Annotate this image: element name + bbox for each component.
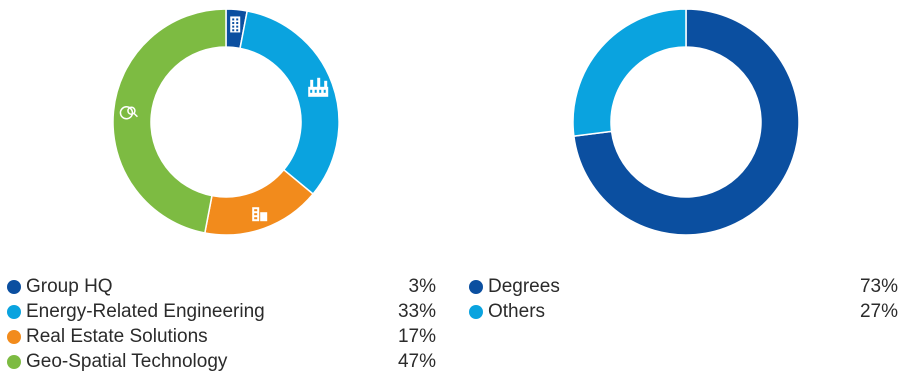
- legend-value: 17%: [397, 326, 436, 347]
- donut-slice-geo-spatial-technology: [112, 8, 227, 234]
- legend-label: Group HQ: [26, 276, 113, 297]
- segment-donut-chart: [112, 8, 340, 236]
- legend-dot: [7, 280, 21, 294]
- segment-legend: Group HQ 3% Energy-Related Engineering 3…: [6, 274, 436, 374]
- office-building-icon: [230, 16, 241, 33]
- legend-label: Real Estate Solutions: [26, 326, 208, 347]
- legend-value: 73%: [859, 276, 898, 297]
- legend-item-degrees: Degrees 73%: [468, 274, 898, 299]
- legend-label: Energy-Related Engineering: [26, 301, 265, 322]
- legend-label: Geo-Spatial Technology: [26, 351, 228, 372]
- legend-label: Others: [488, 301, 546, 322]
- industrial-plant-icon: [308, 77, 329, 97]
- legend-dot: [469, 280, 483, 294]
- legend-value: 47%: [397, 351, 436, 372]
- legend-value: 3%: [408, 276, 436, 297]
- degree-donut-chart: [572, 8, 800, 236]
- legend-dot: [469, 305, 483, 319]
- legend-item-geo-spatial: Geo-Spatial Technology 47%: [6, 349, 436, 374]
- donut-slice-others: [572, 8, 687, 138]
- legend-value: 33%: [397, 301, 436, 322]
- donut-slice-degrees: [573, 8, 800, 236]
- legend-item-energy: Energy-Related Engineering 33%: [6, 299, 436, 324]
- legend-dot: [7, 305, 21, 319]
- legend-item-others: Others 27%: [468, 299, 898, 324]
- globe-search-icon: [119, 106, 138, 120]
- degree-legend: Degrees 73% Others 27%: [468, 274, 898, 324]
- legend-dot: [7, 355, 21, 369]
- legend-dot: [7, 330, 21, 344]
- legend-label: Degrees: [488, 276, 560, 297]
- donut-slice-energy-related-engineering: [239, 10, 340, 196]
- legend-value: 27%: [859, 301, 898, 322]
- legend-item-group-hq: Group HQ 3%: [6, 274, 436, 299]
- legend-item-real-estate: Real Estate Solutions 17%: [6, 324, 436, 349]
- real-estate-buildings-icon: [252, 207, 268, 222]
